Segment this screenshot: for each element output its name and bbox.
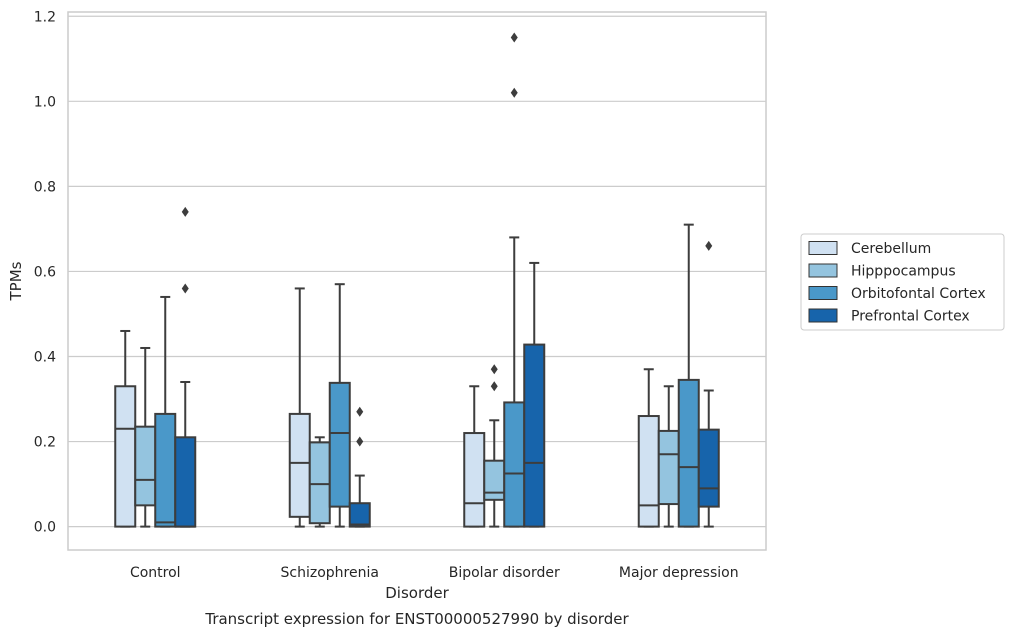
box-2-1 [483, 364, 506, 528]
y-tick-label: 1.2 [34, 9, 56, 25]
outlier-point [490, 364, 498, 375]
box-1-2 [328, 283, 351, 528]
box-iqr [677, 378, 700, 528]
box-iqr [134, 425, 157, 507]
box-3-3 [697, 240, 720, 528]
legend-swatch [808, 241, 838, 255]
box-3-1 [657, 385, 680, 528]
box-iqr [523, 343, 546, 528]
legend: Cerebellum Hipppocampus Orbitofontal Corte… [800, 233, 1005, 331]
x-tick-label: Bipolar disorder [449, 565, 560, 581]
outlier-point [490, 381, 498, 392]
legend-entry: Hipppocampus [851, 264, 956, 280]
legend-swatch [808, 308, 838, 323]
chart-caption: Transcript expression for ENST0000052799… [204, 610, 629, 628]
y-tick-label: 1.0 [34, 94, 56, 110]
legend-entry: Prefrontal Cortex [851, 309, 970, 325]
box-iqr [114, 385, 137, 528]
box-2-3 [523, 261, 546, 528]
outlier-point [181, 283, 189, 294]
box-iqr [348, 502, 371, 528]
outlier-point [510, 32, 518, 43]
y-tick-label: 0.2 [34, 435, 56, 451]
y-tick-label: 0.6 [34, 264, 56, 280]
box-iqr [503, 401, 526, 528]
box-iqr [288, 412, 311, 518]
box-2-2 [503, 32, 526, 528]
box-3-0 [637, 368, 660, 528]
box-0-0 [114, 329, 137, 528]
box-1-3 [348, 406, 371, 528]
x-tick-labels: Control Schizophrenia Bipolar disorder Majo… [130, 565, 739, 581]
box-3-2 [677, 223, 700, 528]
x-axis-title: Disorder [385, 584, 449, 602]
boxes [114, 32, 720, 528]
box-iqr [308, 441, 331, 525]
legend-frame [800, 233, 1005, 331]
outlier-point [181, 206, 189, 217]
outlier-point [356, 406, 364, 417]
outlier-point [705, 240, 713, 251]
box-iqr [328, 381, 351, 508]
legend-swatch [808, 286, 838, 300]
box-0-3 [174, 206, 197, 528]
box-1-0 [288, 287, 311, 528]
box-iqr [637, 415, 660, 528]
legend-entry: Cerebellum [851, 241, 931, 257]
x-tick-label: Control [130, 565, 181, 581]
legend-entry: Orbitofontal Cortex [851, 286, 986, 302]
outlier-point [510, 87, 518, 98]
box-0-1 [134, 346, 157, 528]
box-iqr [154, 412, 177, 528]
outlier-point [356, 436, 364, 447]
box-iqr [463, 432, 486, 528]
plot-frame [67, 11, 767, 551]
box-iqr [174, 436, 197, 528]
y-axis-title: TPMs [7, 261, 25, 301]
box-2-0 [463, 385, 486, 528]
y-tick-labels: 0.0 0.2 0.4 0.6 0.8 1.0 1.2 [34, 9, 56, 535]
box-0-2 [154, 295, 177, 528]
box-iqr [483, 459, 506, 501]
y-tick-label: 0.4 [34, 349, 56, 365]
legend-swatch [808, 263, 838, 278]
y-tick-label: 0.8 [34, 179, 56, 195]
x-tick-label: Schizophrenia [281, 565, 379, 581]
box-iqr [657, 429, 680, 506]
x-tick-label: Major depression [619, 565, 739, 581]
y-tick-label: 0.0 [34, 520, 56, 536]
box-1-1 [308, 436, 331, 528]
box-iqr [697, 428, 720, 508]
